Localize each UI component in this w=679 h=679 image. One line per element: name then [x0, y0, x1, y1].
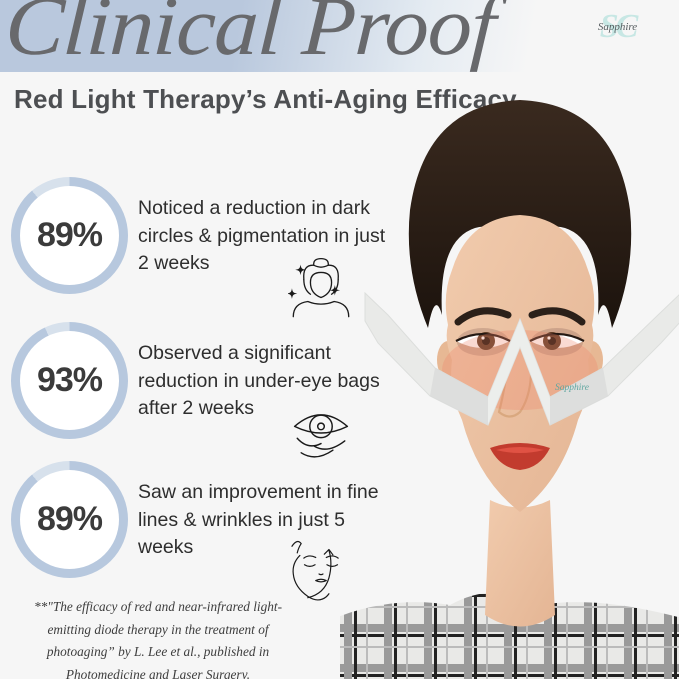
svg-text:Sapphire: Sapphire: [555, 383, 589, 393]
